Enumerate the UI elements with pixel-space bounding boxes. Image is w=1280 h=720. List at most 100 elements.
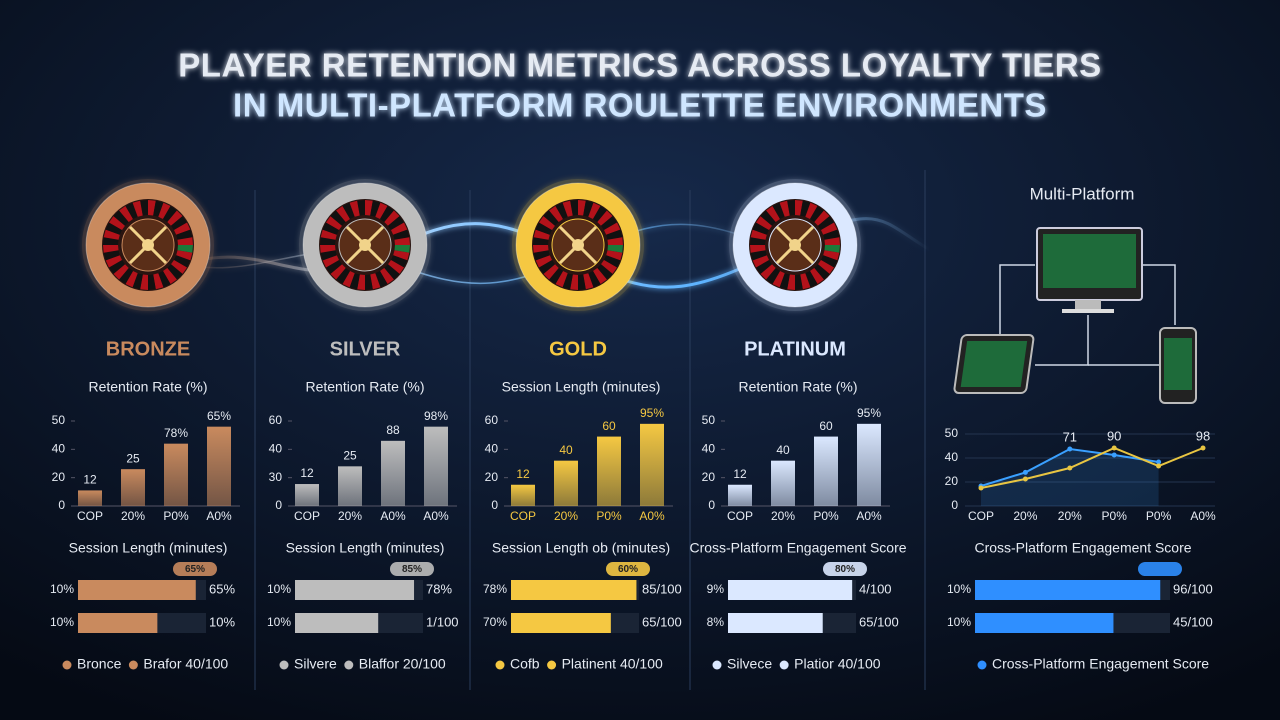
wheel-pocket [153, 273, 164, 290]
badge [173, 562, 217, 576]
wheel-pocket [533, 229, 550, 240]
wheel-cap [572, 239, 584, 251]
bar-annotation: 12 [300, 466, 314, 480]
wheel-pocket [380, 206, 394, 222]
x-tick-label: 20% [1058, 509, 1082, 523]
x-tick-label: COP [77, 509, 103, 523]
bar-annotation: 88 [386, 423, 400, 437]
wheel-pocket [750, 245, 766, 253]
wheel-pocket [167, 210, 183, 226]
wheel-pocket [365, 274, 373, 290]
line-point [1067, 446, 1073, 452]
y-tick-label: 60 [269, 413, 283, 427]
wheel-pocket [103, 237, 119, 245]
wheel-pocket [821, 222, 838, 235]
wheel-pocket [597, 210, 613, 226]
wheel-pocket [391, 222, 408, 235]
tier-name: BRONZE [106, 338, 190, 360]
wheel-pocket [394, 237, 410, 245]
end-label: 65/100 [642, 614, 682, 629]
badge-label: 80% [835, 564, 855, 575]
line-series [980, 446, 1204, 489]
x-tick-label: 20% [338, 509, 362, 523]
legend-dot [62, 660, 72, 670]
wheel-pocket [158, 271, 171, 288]
wheel-pocket [105, 222, 122, 235]
row-label: 10% [947, 615, 971, 629]
wheel-pocket [588, 202, 601, 219]
platform-heading: Multi-Platform [1030, 184, 1135, 203]
y-tick-label: 20 [702, 470, 716, 484]
wheel-pocket [119, 268, 133, 284]
end-label: 96/100 [1173, 581, 1213, 596]
wheel-pocket [342, 202, 355, 219]
row-label: 78% [483, 582, 507, 596]
wheel-pocket [562, 200, 573, 217]
bar-annotation: 12 [733, 467, 747, 481]
wheel-pocket [818, 260, 834, 274]
wheel-pocket [588, 271, 601, 288]
wheel-pocket [174, 222, 191, 235]
wheel-pocket [103, 229, 120, 240]
wheel-pocket [549, 268, 563, 284]
badge-label: 85% [402, 564, 422, 575]
wheel-pocket [533, 250, 550, 261]
hbar [975, 580, 1161, 600]
badge-label: 60% [618, 564, 638, 575]
bar [424, 426, 448, 506]
x-tick-label: P0% [1102, 509, 1128, 523]
wheel-pocket [752, 222, 769, 235]
bar [121, 469, 145, 506]
wheel-pocket [772, 271, 785, 288]
wheel-pocket [336, 206, 350, 222]
wheel-cap [359, 239, 371, 251]
wheel-pocket [597, 264, 613, 280]
wheel-pocket [176, 229, 193, 240]
bar-annotation: 98% [424, 409, 448, 423]
tier-name: GOLD [549, 338, 607, 360]
end-label: 4/100 [859, 581, 892, 596]
wheel-pocket [818, 216, 834, 230]
x-tick-label: A0% [1190, 509, 1216, 523]
wheel-pocket [787, 200, 795, 216]
y-tick-label: 50 [702, 413, 716, 427]
wheel-pocket [393, 250, 410, 261]
x-tick-label: A0% [380, 509, 406, 523]
wheel-pocket [760, 264, 776, 280]
y-tick-label: 50 [52, 413, 66, 427]
wheel-pocket [349, 200, 360, 217]
wheel-pocket [810, 268, 824, 284]
chart-title: Cross-Platform Engagement Score [974, 540, 1191, 556]
wheel-pocket [370, 273, 381, 290]
wheel-pocket [821, 255, 838, 268]
end-label: 65% [209, 581, 235, 596]
bar [381, 440, 405, 506]
x-tick-label: COP [294, 509, 320, 523]
wheel-pocket [533, 237, 549, 245]
bar [207, 426, 231, 506]
wheel-pocket [766, 206, 780, 222]
bar [640, 423, 664, 506]
bar [295, 484, 319, 506]
wheel-pocket [125, 202, 138, 219]
wheel-pocket [109, 260, 125, 274]
wheel-pocket [593, 268, 607, 284]
wheel-pocket [153, 200, 164, 217]
wheel-pocket [772, 202, 785, 219]
wheel-pocket [795, 200, 803, 216]
wheel-pocket [805, 271, 818, 288]
wheel-pocket [394, 245, 410, 253]
wheel-pocket [824, 245, 840, 253]
wheel-pocket [326, 260, 342, 274]
wheel-pocket [606, 250, 623, 261]
wheel-pocket [320, 237, 336, 245]
legend-label: Bronce [77, 656, 122, 672]
y-tick-label: 0 [275, 498, 282, 512]
wheel-pocket [125, 271, 138, 288]
separators [254, 170, 926, 690]
legend-dot [712, 660, 722, 670]
wheel-pocket [342, 271, 355, 288]
wheel-pocket [384, 264, 400, 280]
row-label: 10% [947, 582, 971, 596]
x-tick-label: P0% [163, 509, 189, 523]
